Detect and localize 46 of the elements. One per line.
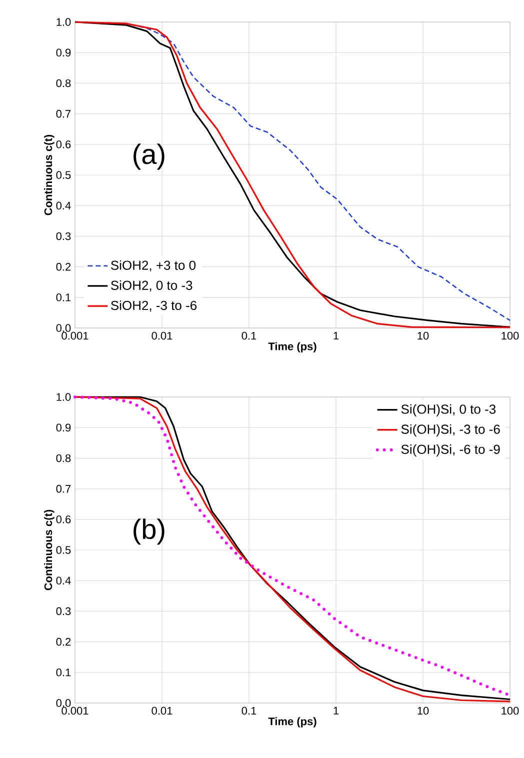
- x-tick-label: 100: [502, 706, 519, 715]
- x-tick-label: 0.001: [62, 332, 88, 340]
- x-tick-label: 0.1: [242, 332, 256, 340]
- y-tick-label: 0.3: [56, 607, 71, 616]
- legend-label: Si(OH)Si, 0 to -3: [401, 404, 496, 416]
- y-tick-label: 0.7: [56, 110, 71, 118]
- y-tick-label: 0.2: [56, 638, 71, 646]
- legend-label: SiOH2, +3 to 0: [111, 260, 196, 272]
- y-tick-label: 0.0: [56, 699, 71, 707]
- x-tick-label: 1: [334, 332, 339, 340]
- legend-label: SiOH2, -3 to -6: [111, 300, 197, 312]
- y-tick-label: 0.8: [56, 454, 71, 462]
- annotation: (b): [134, 518, 164, 545]
- annotation: (a): [134, 144, 164, 170]
- x-tick-label: 10: [418, 706, 429, 715]
- x-tick-label: 0.1: [242, 706, 256, 715]
- legend-label: SiOH2, 0 to -3: [111, 280, 192, 292]
- y-tick-label: 0.4: [56, 202, 71, 210]
- y-tick-label: 0.9: [56, 48, 71, 56]
- x-tick-label: 10: [418, 332, 429, 340]
- x-tick-label: 0.01: [152, 332, 172, 340]
- y-tick-label: 0.4: [56, 576, 71, 584]
- y-tick-label: 1.0: [56, 18, 71, 26]
- y-axis-title: Continuous c(t): [44, 510, 54, 590]
- y-tick-label: 0.3: [56, 232, 71, 240]
- x-axis-title: Time (ps): [268, 717, 316, 728]
- y-tick-label: 0.6: [56, 140, 71, 148]
- y-tick-label: 0.2: [56, 262, 71, 271]
- x-tick-label: 1: [334, 706, 339, 714]
- x-tick-label: 100: [502, 332, 519, 340]
- x-tick-label: 0.001: [62, 706, 88, 715]
- y-tick-label: 0.6: [56, 516, 71, 524]
- y-tick-label: 1.0: [56, 393, 71, 401]
- y-tick-label: 0.7: [56, 484, 71, 493]
- x-axis-title: Time (ps): [268, 342, 316, 352]
- y-tick-label: 0.1: [56, 294, 71, 302]
- x-tick-label: 0.01: [152, 706, 172, 715]
- y-tick-label: 0.1: [56, 668, 71, 676]
- y-tick-label: 0.8: [56, 79, 71, 88]
- legend-label: Si(OH)Si, -3 to -6: [401, 424, 500, 436]
- y-tick-label: 0.5: [56, 546, 71, 554]
- y-tick-label: 0.9: [56, 424, 71, 432]
- y-axis-title: Continuous c(t): [44, 134, 54, 216]
- y-tick-label: 0.5: [56, 171, 71, 179]
- legend-label: Si(OH)Si, -6 to -9: [401, 444, 500, 457]
- y-tick-label: 0.0: [56, 324, 71, 332]
